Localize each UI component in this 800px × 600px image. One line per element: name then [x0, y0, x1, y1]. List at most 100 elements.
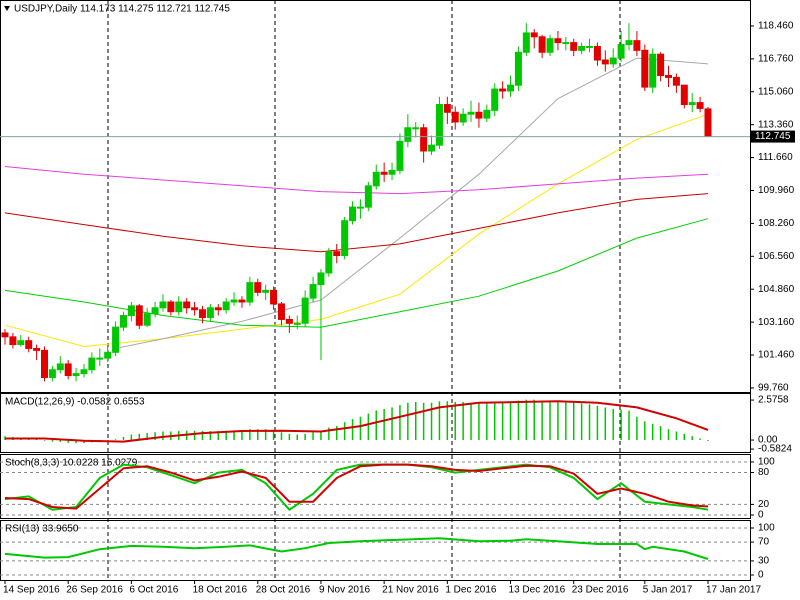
candle-body: [293, 322, 301, 325]
candle-body: [309, 284, 317, 299]
y-tick-label: 100: [758, 457, 775, 468]
y-tick-label: 103.160: [758, 317, 795, 328]
candle-body: [198, 309, 206, 318]
y-tick-label: 118.460: [758, 21, 794, 32]
candle-body: [522, 32, 530, 53]
candle-body: [380, 171, 388, 175]
rsi-panel: [0, 520, 751, 581]
indicator-line: [4, 113, 709, 348]
x-tick-label: 1 Dec 2016: [445, 585, 497, 596]
candle-body: [214, 307, 222, 311]
candle-body: [127, 305, 135, 317]
candle-body: [412, 127, 420, 130]
candle-body: [341, 220, 349, 257]
indicator-line: [4, 166, 709, 195]
y-tick-label: 99.760: [758, 383, 789, 394]
candle-body: [72, 373, 80, 377]
candle-body: [578, 45, 586, 51]
candle-body: [570, 42, 578, 51]
candle-body: [475, 111, 483, 119]
candle-body: [230, 299, 238, 303]
candle-body: [88, 357, 96, 371]
candle-body: [546, 38, 554, 53]
candle-body: [657, 53, 665, 76]
candle-body: [641, 49, 649, 88]
candle-body: [388, 169, 396, 175]
chart-title: USDJPY,Daily 114.173 114.275 112.721 112…: [14, 4, 230, 15]
candle-body: [562, 42, 570, 45]
candle-body: [285, 318, 293, 324]
y-tick-label: 100: [758, 523, 775, 534]
y-tick-label: 116.760: [758, 53, 794, 64]
candle-body: [617, 44, 625, 59]
y-tick-label: 80: [758, 467, 770, 478]
menu-triangle: [4, 6, 10, 11]
candle-body: [33, 347, 41, 351]
candle-body: [625, 40, 633, 46]
candle-body: [483, 109, 491, 119]
candle-body: [17, 340, 25, 346]
candle-body: [459, 113, 467, 123]
candle-body: [119, 315, 127, 328]
candle-body: [404, 127, 412, 142]
indicator-line: [4, 463, 709, 512]
candle-body: [183, 301, 191, 309]
candle-body: [349, 206, 357, 222]
candle-body: [601, 59, 609, 65]
candle-body: [270, 289, 278, 305]
candle-body: [609, 57, 617, 65]
panel-title: Stoch(8,3,3) 10.0228 16.0279: [5, 458, 138, 469]
panel-borders: [0, 0, 751, 581]
candle-body: [277, 303, 285, 320]
x-tick-label: 23 Dec 2016: [572, 585, 629, 596]
candle-body: [301, 297, 309, 324]
candle-body: [159, 301, 167, 309]
candle-body: [206, 307, 214, 318]
y-tick-label: 70: [758, 537, 770, 548]
x-tick-label: 14 Sep 2016: [3, 585, 60, 596]
candle-body: [514, 51, 522, 86]
y-tick-label: 104.860: [758, 284, 795, 295]
candle-body: [48, 369, 56, 378]
candle-body: [491, 88, 499, 111]
y-tick-label: 113.360: [758, 119, 794, 130]
candle-body: [420, 127, 428, 152]
candle-body: [356, 206, 364, 209]
candle-body: [143, 313, 151, 326]
indicator-line: [4, 193, 709, 253]
y-tick-label: 111.660: [758, 152, 793, 163]
candle-body: [25, 340, 33, 349]
candle-body: [593, 45, 601, 61]
candle-body: [40, 349, 48, 378]
candle-body: [317, 272, 325, 286]
x-tick-label: 21 Nov 2016: [382, 585, 439, 596]
x-tick-label: 6 Oct 2016: [129, 585, 178, 596]
y-tick-label: 30: [758, 556, 770, 567]
candle-body: [586, 45, 594, 48]
candle-body: [333, 251, 341, 257]
y-tick-label: 0.00: [758, 435, 778, 446]
y-tick-label: 101.460: [758, 350, 795, 361]
candle-body: [167, 301, 175, 313]
last-price-box: [751, 130, 795, 143]
panel-title: MACD(12,26,9) -0.0582 0.6553: [5, 397, 145, 408]
candle-body: [680, 84, 688, 106]
candle-body: [325, 251, 333, 274]
indicator-line: [115, 57, 709, 349]
y-tick-label: 0: [758, 510, 764, 521]
candle-body: [262, 289, 270, 293]
stoch-panel: [0, 454, 751, 519]
candle-body: [9, 336, 17, 346]
candle-body: [222, 301, 230, 311]
y-tick-label: 108.260: [758, 218, 795, 229]
candle-body: [80, 369, 88, 375]
candle-body: [56, 363, 64, 371]
candle-body: [633, 40, 641, 51]
candle-body: [696, 102, 704, 109]
y-tick-label: 2.5758: [758, 395, 789, 406]
candle-body: [428, 144, 436, 152]
candle-body: [672, 76, 680, 86]
x-tick-label: 17 Jan 2017: [706, 585, 761, 596]
last-price-label: 112.745: [755, 131, 791, 142]
